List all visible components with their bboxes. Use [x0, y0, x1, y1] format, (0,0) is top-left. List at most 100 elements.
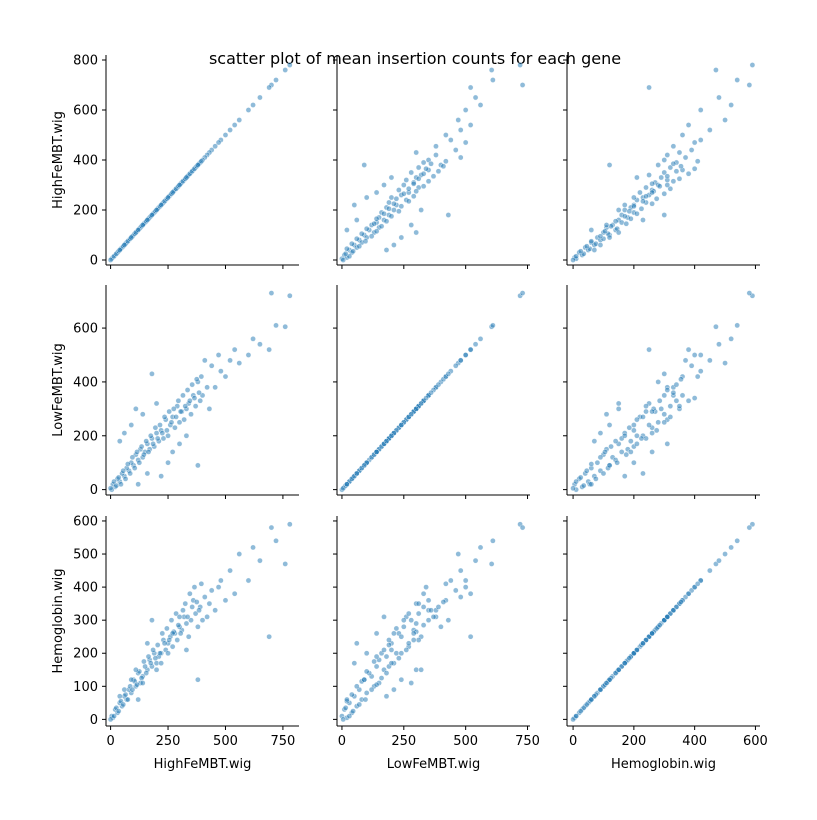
- data-point: [160, 435, 167, 442]
- data-point: [153, 430, 160, 436]
- data-point: [250, 544, 256, 551]
- data-point: [405, 185, 412, 192]
- data-point: [212, 607, 218, 614]
- data-point: [388, 194, 395, 201]
- data-point: [115, 708, 122, 714]
- data-point: [383, 653, 390, 660]
- data-point: [477, 336, 484, 342]
- data-point: [472, 94, 479, 101]
- data-point: [428, 160, 434, 167]
- data-point: [133, 406, 139, 412]
- data-point: [340, 716, 346, 723]
- data-point: [408, 411, 415, 418]
- data-point: [391, 200, 397, 207]
- data-point: [420, 622, 427, 628]
- data-point: [676, 149, 683, 156]
- data-point: [161, 640, 168, 647]
- data-point: [685, 397, 692, 404]
- data-point: [615, 207, 622, 213]
- data-point: [462, 584, 469, 590]
- data-point: [180, 392, 186, 399]
- data-point: [350, 248, 356, 255]
- data-point: [165, 459, 171, 466]
- data-point: [653, 427, 660, 434]
- data-point: [287, 62, 293, 68]
- y-tick-label: 100: [73, 680, 98, 695]
- data-point: [204, 614, 210, 620]
- data-point: [603, 411, 610, 418]
- data-point: [637, 189, 643, 196]
- data-point: [519, 82, 526, 88]
- y-tick-label: 600: [73, 514, 98, 529]
- data-point: [615, 406, 622, 412]
- data-point: [398, 203, 405, 210]
- data-point: [183, 432, 190, 439]
- y-tick-label: 800: [73, 54, 98, 69]
- data-point: [602, 228, 608, 235]
- data-point: [435, 604, 442, 610]
- data-point: [138, 443, 145, 450]
- data-point: [386, 199, 392, 206]
- data-point: [621, 660, 628, 666]
- data-point: [621, 432, 628, 439]
- data-point: [195, 676, 201, 683]
- data-point: [152, 424, 159, 431]
- data-point: [401, 617, 407, 623]
- data-point: [157, 650, 163, 657]
- data-point: [490, 322, 496, 329]
- data-point: [467, 346, 474, 353]
- data-point: [215, 139, 222, 146]
- data-point: [175, 622, 182, 628]
- data-point: [143, 438, 150, 444]
- data-point: [685, 170, 692, 177]
- data-point: [386, 637, 392, 643]
- x-axis-label-highfembt-wig: HighFeMBT.wig: [154, 757, 252, 772]
- data-point: [608, 443, 614, 450]
- data-point: [626, 424, 633, 431]
- data-point: [673, 168, 680, 175]
- data-point: [153, 207, 160, 213]
- data-point: [121, 686, 128, 693]
- data-point: [678, 376, 684, 383]
- data-point: [670, 389, 677, 396]
- data-point: [145, 653, 152, 660]
- data-point: [282, 67, 289, 73]
- data-point: [250, 102, 256, 108]
- data-point: [631, 194, 637, 201]
- data-point: [282, 323, 289, 330]
- data-point: [667, 403, 674, 409]
- x-tick-label: 750: [515, 734, 540, 749]
- data-point: [193, 599, 200, 605]
- data-point: [646, 422, 652, 428]
- data-point: [165, 432, 171, 439]
- data-point: [236, 551, 243, 557]
- data-point: [236, 117, 243, 123]
- data-point: [694, 373, 701, 380]
- data-point: [646, 346, 652, 353]
- data-point: [614, 459, 620, 466]
- data-point: [195, 623, 201, 630]
- data-point: [634, 210, 640, 217]
- data-point: [169, 630, 176, 637]
- data-point: [188, 617, 194, 623]
- data-point: [631, 459, 637, 466]
- data-point: [184, 614, 191, 620]
- data-point: [373, 189, 380, 196]
- data-point: [373, 630, 380, 637]
- data-point: [593, 476, 599, 482]
- data-point: [410, 637, 417, 643]
- data-point: [685, 122, 692, 128]
- data-point: [168, 419, 175, 426]
- data-point: [391, 242, 397, 248]
- data-point: [573, 478, 579, 485]
- data-point: [638, 435, 645, 442]
- data-point: [649, 180, 655, 187]
- data-point: [577, 708, 584, 714]
- data-point: [169, 449, 176, 455]
- data-point: [363, 668, 370, 675]
- data-point: [153, 666, 160, 673]
- data-point: [173, 414, 179, 420]
- y-tick-label: 600: [73, 104, 98, 119]
- data-point: [344, 245, 350, 252]
- data-point: [147, 432, 154, 439]
